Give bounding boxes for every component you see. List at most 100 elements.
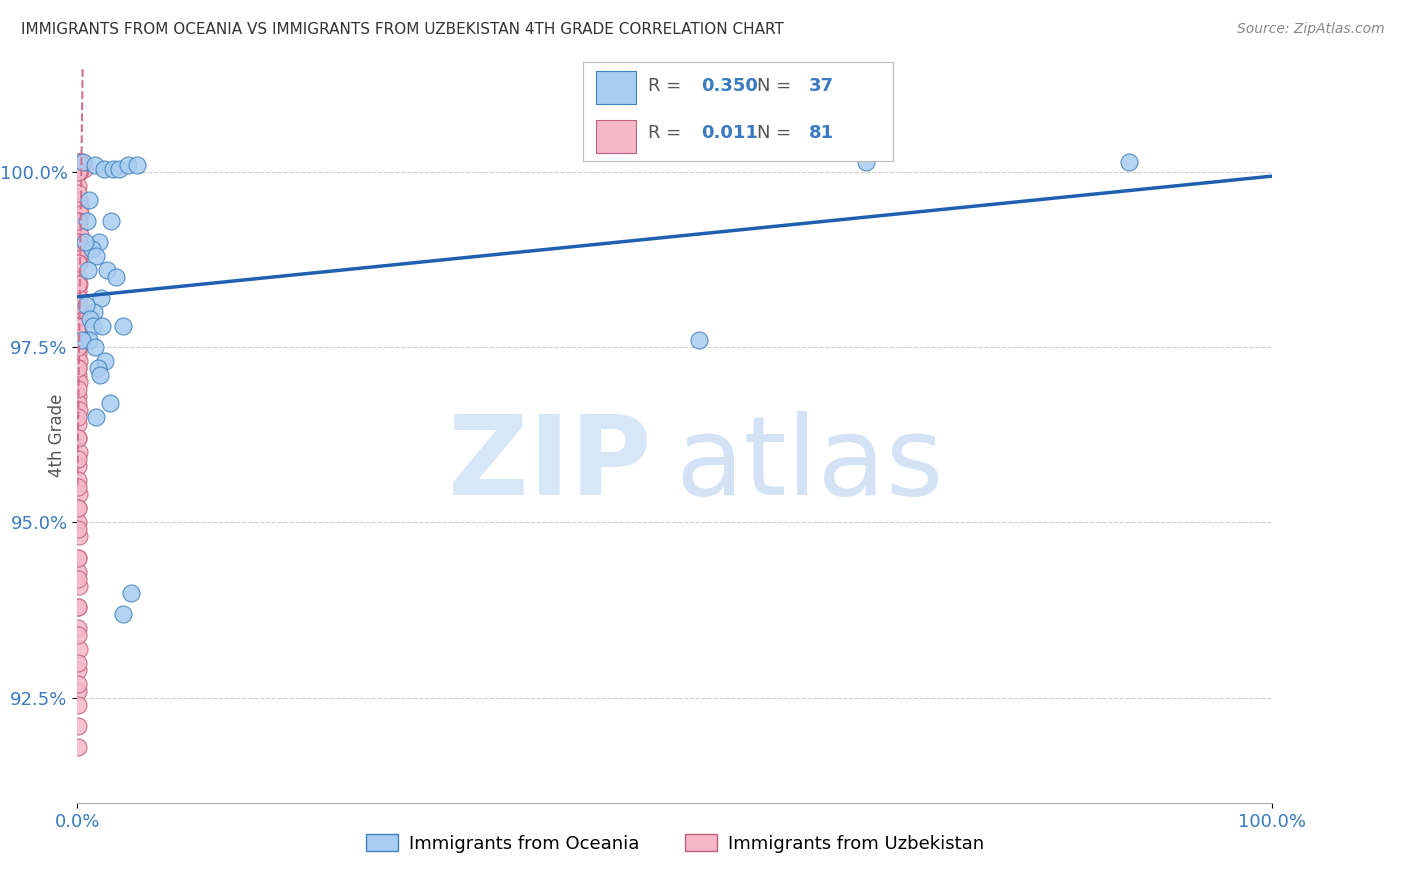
Point <box>91 319 114 334</box>
Point <box>82 319 104 334</box>
Point <box>67 165 90 179</box>
Point <box>79 333 101 347</box>
Point <box>80 242 103 256</box>
Point <box>67 291 90 305</box>
Point <box>117 158 139 172</box>
Point <box>69 165 91 179</box>
Point <box>69 207 91 221</box>
Point <box>94 354 117 368</box>
Point <box>67 165 90 179</box>
Point <box>72 154 94 169</box>
Point <box>67 474 90 488</box>
Point <box>67 663 90 677</box>
Point <box>67 719 90 733</box>
Point <box>67 214 90 228</box>
Point <box>67 270 90 285</box>
Point <box>90 291 112 305</box>
Point <box>67 431 90 445</box>
Point <box>111 319 134 334</box>
FancyBboxPatch shape <box>596 71 636 103</box>
Point <box>127 158 149 172</box>
Point <box>67 256 90 270</box>
Point <box>67 319 90 334</box>
Point <box>66 154 89 169</box>
Point <box>77 263 100 277</box>
Point <box>66 361 89 376</box>
Point <box>73 235 96 249</box>
Point <box>67 676 90 690</box>
Point <box>67 529 90 543</box>
Point <box>66 656 89 670</box>
Point <box>69 228 91 243</box>
Point <box>79 193 101 207</box>
Point <box>67 340 90 354</box>
Point <box>67 179 90 194</box>
Point <box>688 333 710 347</box>
Point <box>67 305 90 319</box>
Point <box>67 382 90 396</box>
Point <box>66 235 89 249</box>
Point <box>108 161 131 176</box>
Point <box>67 193 90 207</box>
Point <box>67 501 90 516</box>
Text: 81: 81 <box>810 124 834 142</box>
Point <box>67 340 90 354</box>
Text: N =: N = <box>756 124 797 142</box>
Point <box>67 333 90 347</box>
Point <box>67 417 90 432</box>
Point <box>67 256 90 270</box>
Point <box>1118 154 1140 169</box>
Point <box>67 368 90 383</box>
Text: 37: 37 <box>810 77 834 95</box>
Point <box>67 445 90 459</box>
Point <box>67 431 90 445</box>
Point <box>66 599 89 614</box>
Text: R =: R = <box>648 77 688 95</box>
Point <box>67 683 90 698</box>
Point <box>93 161 115 176</box>
Point <box>67 487 90 501</box>
Point <box>67 572 90 586</box>
Point <box>79 312 101 326</box>
Point <box>66 739 89 754</box>
Point <box>67 298 90 312</box>
Point <box>67 480 90 494</box>
Point <box>66 319 89 334</box>
Point <box>84 158 107 172</box>
Text: Source: ZipAtlas.com: Source: ZipAtlas.com <box>1237 22 1385 37</box>
Point <box>67 523 90 537</box>
Text: R =: R = <box>648 124 688 142</box>
Point <box>67 389 90 403</box>
Point <box>67 516 90 530</box>
Point <box>66 410 89 425</box>
Point <box>84 340 107 354</box>
Point <box>103 161 124 176</box>
Point <box>86 410 108 425</box>
Text: 0.011: 0.011 <box>702 124 758 142</box>
Point <box>104 270 127 285</box>
Point <box>67 578 90 592</box>
Point <box>67 154 90 169</box>
Text: IMMIGRANTS FROM OCEANIA VS IMMIGRANTS FROM UZBEKISTAN 4TH GRADE CORRELATION CHAR: IMMIGRANTS FROM OCEANIA VS IMMIGRANTS FR… <box>21 22 785 37</box>
Point <box>70 154 93 169</box>
Point <box>66 452 89 467</box>
Point <box>67 277 90 292</box>
Y-axis label: 4th Grade: 4th Grade <box>48 393 66 476</box>
Point <box>67 627 90 641</box>
Point <box>67 284 90 298</box>
Point <box>67 459 90 474</box>
Point <box>67 396 90 410</box>
Point <box>67 347 90 361</box>
Point <box>111 607 134 621</box>
FancyBboxPatch shape <box>596 120 636 153</box>
Point <box>67 403 90 417</box>
Point <box>70 158 93 172</box>
Point <box>66 501 89 516</box>
Point <box>67 376 90 390</box>
Point <box>69 200 91 214</box>
Legend: Immigrants from Oceania, Immigrants from Uzbekistan: Immigrants from Oceania, Immigrants from… <box>359 827 991 860</box>
Point <box>76 214 98 228</box>
Point <box>67 361 90 376</box>
Point <box>120 585 142 599</box>
Text: 0.350: 0.350 <box>702 77 758 95</box>
